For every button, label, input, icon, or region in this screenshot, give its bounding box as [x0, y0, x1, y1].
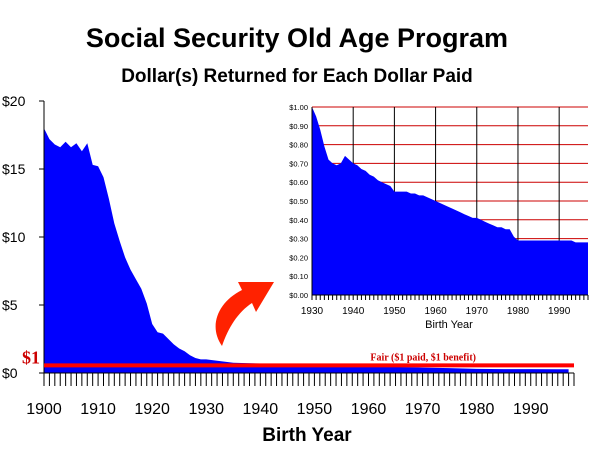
main-x-tick-label: 1910 [80, 401, 116, 418]
main-y-tick-label: $5 [2, 297, 18, 313]
main-x-tick-label: 1920 [134, 401, 170, 418]
main-x-tick-label: 1950 [297, 401, 333, 418]
main-x-tick-label: 1990 [513, 401, 549, 418]
main-y-tick-label: $15 [2, 161, 26, 177]
inset-x-tick-label: 1970 [466, 306, 489, 317]
inset-y-tick-label: $0.90 [289, 122, 308, 131]
main-y-tick-label: $0 [2, 365, 18, 381]
inset-y-tick-label: $0.00 [289, 291, 308, 300]
inset-y-tick-label: $0.10 [289, 272, 308, 281]
main-axes: 1900 1910 1920 1930 1940 1950 1960 1970 1980 1990… [2, 93, 575, 418]
one-dollar-tick-label: $1 [22, 347, 40, 367]
main-y-tick-label: $10 [2, 229, 26, 245]
chart-subtitle: Dollar(s) Returned for Each Dollar Paid [121, 66, 473, 87]
fair-reference-label: Fair ($1 paid, $1 benefit) [370, 352, 476, 363]
main-x-tick-label: 1900 [26, 401, 62, 418]
main-x-tick-label: 1970 [405, 401, 441, 418]
inset-y-tick-label: $0.80 [289, 141, 308, 150]
main-series-area [44, 128, 569, 373]
inset-x-tick-label: 1930 [301, 306, 324, 317]
main-y-tick-label: $20 [2, 93, 26, 109]
inset-y-tick-label: $0.20 [289, 253, 308, 262]
inset-y-tick-label: $0.40 [289, 216, 308, 225]
main-plot-area [44, 128, 569, 373]
main-x-tick-label: 1960 [351, 401, 387, 418]
main-x-tick-label: 1980 [459, 401, 495, 418]
curved-arrow-icon [215, 282, 274, 346]
inset-axes: 1930 1940 1950 1960 1970 1980 1990 $0.00 $0.10 $0… [289, 103, 589, 317]
inset-x-axis-title: Birth Year [425, 319, 473, 331]
main-x-tick-label: 1930 [188, 401, 224, 418]
main-x-axis-title: Birth Year [262, 425, 352, 446]
inset-y-tick-label: $0.60 [289, 178, 308, 187]
main-x-tick-label: 1940 [243, 401, 279, 418]
inset-plot-area [312, 107, 588, 295]
inset-y-tick-label: $0.70 [289, 159, 308, 168]
inset-y-tick-label: $0.50 [289, 197, 308, 206]
inset-x-tick-label: 1960 [424, 306, 447, 317]
inset-x-tick-label: 1980 [507, 306, 530, 317]
inset-y-tick-label: $1.00 [289, 103, 308, 112]
chart-title: Social Security Old Age Program [86, 23, 508, 53]
inset-series-area [312, 107, 588, 295]
inset-x-tick-label: 1990 [548, 306, 571, 317]
inset-x-tick-label: 1950 [383, 306, 406, 317]
inset-x-tick-label: 1940 [342, 306, 365, 317]
inset-y-tick-label: $0.30 [289, 235, 308, 244]
